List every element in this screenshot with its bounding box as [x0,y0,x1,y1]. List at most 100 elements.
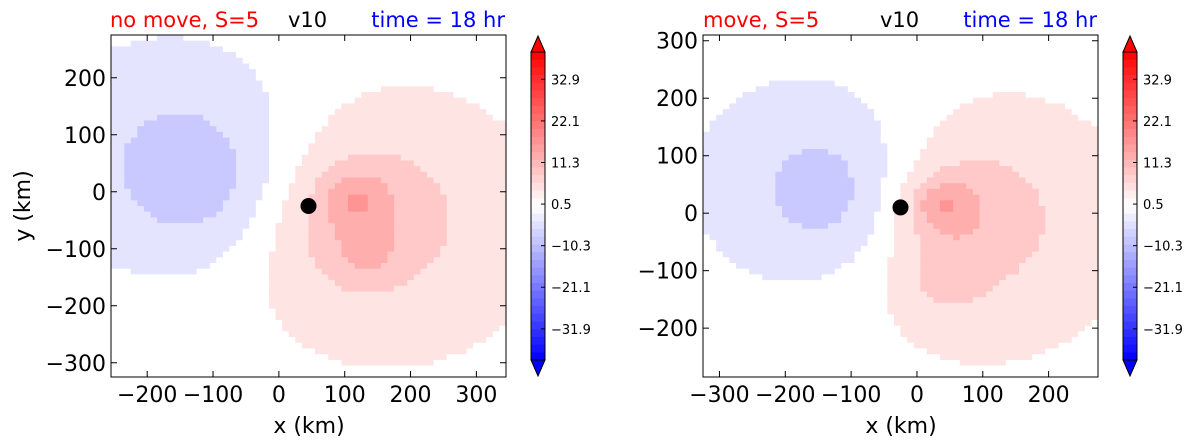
field-cell [222,308,231,315]
field-cell [926,137,935,144]
field-cell [334,177,343,184]
field-cell [130,177,138,184]
field-cell [124,86,132,93]
field-cell [295,228,303,236]
field-cell [190,268,198,275]
field-cell [742,109,750,116]
field-cell [1012,114,1020,122]
field-cell [341,257,349,264]
field-cell [130,371,138,377]
field-cell [749,57,757,65]
field-cell [143,63,152,70]
field-cell [288,257,296,264]
field-cell [847,149,856,156]
field-cell [407,200,415,207]
field-cell [1032,137,1040,144]
field-cell [361,206,369,213]
field-cell [394,268,402,275]
field-cell [361,40,369,47]
field-cell [420,263,428,270]
field-cell [203,308,211,315]
field-cell [209,302,217,310]
field-cell [788,131,796,139]
field-cell [847,92,856,99]
field-cell [242,354,250,361]
field-cell [150,63,158,70]
field-cell [249,200,257,207]
field-cell [716,109,724,116]
field-cell [255,302,264,310]
field-cell [394,348,402,355]
field-cell [907,109,915,116]
field-cell [328,149,336,156]
field-cell [170,371,178,377]
field-cell [446,371,454,377]
field-cell [216,52,224,59]
field-cell [190,342,198,350]
field-cell [262,263,270,270]
field-cell [479,177,487,184]
field-cell [788,74,796,82]
field-cell [275,126,283,133]
field-cell [1051,92,1060,99]
field-cell [222,114,231,122]
field-cell [1005,126,1014,133]
field-cell [157,131,165,139]
field-cell [111,166,119,173]
field-cell [216,268,224,275]
field-cell [742,92,750,99]
field-cell [301,160,310,167]
field-cell [275,274,283,281]
field-cell [427,57,435,65]
field-cell [427,194,435,201]
field-cell [433,69,441,76]
field-cell [1025,131,1033,139]
field-cell [341,137,349,144]
field-cell [124,371,132,377]
field-cell [348,97,356,104]
field-cell [801,92,809,99]
field-cell [716,63,724,70]
field-cell [742,114,750,122]
field-cell [203,263,211,270]
field-cell [111,177,119,184]
field-cell [420,342,428,350]
field-cell [157,183,165,190]
field-cell [361,245,369,253]
field-cell [453,234,461,241]
field-cell [486,92,494,99]
field-cell [282,223,290,230]
field-cell [196,57,204,65]
field-cell [394,342,402,350]
field-cell [374,120,382,127]
field-cell [893,40,902,47]
field-cell [492,285,501,293]
field-cell [420,297,428,304]
field-cell [861,114,869,122]
field-cell [157,92,165,99]
field-cell [380,126,389,133]
field-cell [729,126,737,133]
field-cell [170,69,178,76]
field-cell [236,348,244,355]
field-cell [203,103,211,110]
field-cell [183,337,191,344]
field-cell [315,234,323,241]
field-cell [315,342,323,350]
field-cell [170,308,178,315]
field-cell [157,103,165,110]
field-cell [492,57,501,65]
field-cell [236,166,244,173]
field-cell [709,35,717,42]
field-cell [209,348,217,355]
field-cell [387,359,395,367]
field-cell [834,46,842,53]
field-cell [834,126,842,133]
field-cell [374,354,382,361]
field-cell [407,92,415,99]
field-cell [427,331,435,338]
field-cell [420,177,428,184]
field-cell [170,291,178,298]
field-cell [117,354,125,361]
field-cell [301,40,310,47]
